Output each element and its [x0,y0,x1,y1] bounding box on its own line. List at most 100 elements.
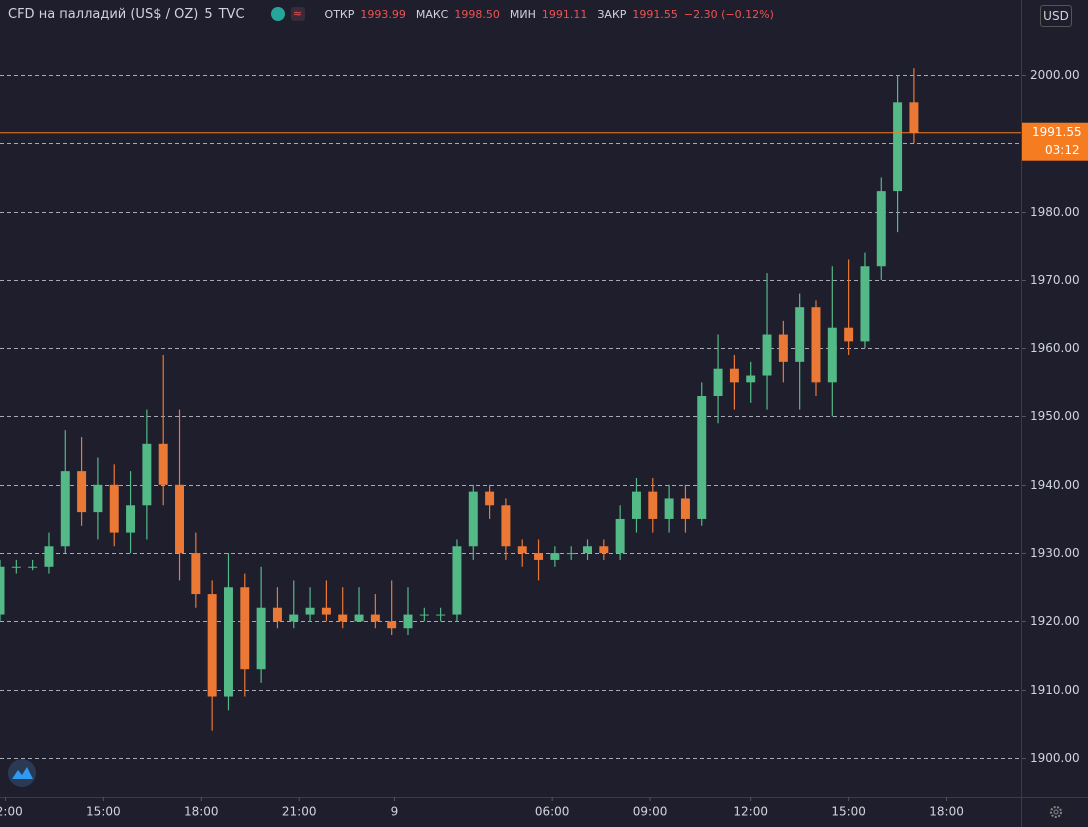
high-label: МАКС [415,7,449,21]
close-value: 1991.55 [632,7,678,21]
y-tick-label: 1930.00 [1030,546,1080,560]
x-tick-label: 12:00 [0,805,23,819]
candle-body [844,327,854,342]
candle-body [11,566,21,568]
candle-body [370,614,380,622]
y-tick-label: 1960.00 [1030,341,1080,355]
logo [8,759,36,787]
candle-body [126,505,136,533]
y-tick-label: 1900.00 [1030,751,1080,765]
candle-body [0,566,5,615]
candle-body [403,614,413,629]
candle-body [436,614,446,616]
candle-body [28,566,38,568]
candle-body [256,607,266,670]
candle-body [240,587,250,670]
candle-body [778,334,788,362]
interval: 5 [204,6,213,22]
y-tick-label: 1940.00 [1030,478,1080,492]
change-value: −2.30 (−0.12%) [683,7,774,21]
y-tick-label: 1950.00 [1030,409,1080,423]
symbol-title: CFD на палладий (US$ / OZ) [8,6,199,22]
candle-body [321,607,331,615]
candle-body [191,553,201,595]
y-tick-label: 1910.00 [1030,683,1080,697]
open-label: ОТКР [324,7,355,21]
low-value: 1991.11 [541,7,588,21]
candle-body [713,368,723,397]
candle-body [44,546,54,567]
x-tick-label: 12:00 [733,805,768,819]
candle-body [697,396,707,519]
candle-body [338,614,348,622]
candle-body [680,498,690,519]
candle-body [501,505,511,547]
close-label: ЗАКР [597,7,627,21]
x-tick-label: 18:00 [184,805,219,819]
candle-body [583,546,593,554]
x-tick-label: 15:00 [86,805,121,819]
candle-body [468,491,478,547]
candle-body [664,498,674,519]
y-tick-label: 1970.00 [1030,273,1080,287]
candle-body [827,327,837,383]
candle-body [631,491,641,519]
candle-body [517,546,527,554]
candle-body [746,375,756,383]
low-label: МИН [509,7,536,21]
candle-body [811,307,821,383]
y-tick-label: 1980.00 [1030,205,1080,219]
candle-body [207,594,217,697]
x-tick-label: 09:00 [633,805,668,819]
x-tick-label: 15:00 [831,805,866,819]
candle-body [354,614,364,622]
candle-body [175,484,185,554]
candle-body [648,491,658,519]
candle-body [109,484,119,533]
indicator-icon[interactable]: ≈ [290,7,305,21]
candle-body [599,546,609,554]
candle-body [485,491,495,506]
candle-body [566,553,576,555]
open-value: 1993.99 [360,7,406,21]
y-tick-label: 2000.00 [1030,68,1080,82]
candle-body [419,614,429,616]
candle-body [387,621,397,629]
source: TVC [218,6,245,22]
candle-body [550,553,560,560]
candle-body [289,614,299,622]
candle-body [795,307,805,362]
candle-body [452,546,462,615]
candle-body [909,102,919,133]
status-icon [270,7,285,21]
x-tick-label: 18:00 [929,805,964,819]
candle-body [876,191,886,267]
candle-body [305,607,315,615]
candle-body [77,471,87,513]
candle-body [534,553,544,560]
candle-body [615,518,625,554]
candle-body [158,443,168,485]
candle-body [729,368,739,383]
settings-icon[interactable] [1050,806,1062,818]
countdown: 03:12 [1045,143,1080,157]
candle-body [860,266,870,342]
candle-body [893,102,903,192]
candle-body [142,443,152,506]
candle-body [223,587,233,697]
high-value: 1998.50 [454,7,500,21]
price-label: 1991.55 [1032,125,1082,139]
candle-body [93,484,103,513]
x-tick-label: 06:00 [535,805,570,819]
x-tick-label: 9 [391,805,399,819]
price-label-bg [1022,122,1088,161]
legend-header: CFD на палладий (US$ / OZ) 5 TVC ≈ ОТКР 1… [8,4,774,24]
candle-body [762,334,772,376]
y-tick-label: 1920.00 [1030,614,1080,628]
currency-button[interactable]: USD [1040,5,1072,27]
candle-body [60,471,70,547]
x-tick-label: 21:00 [282,805,317,819]
